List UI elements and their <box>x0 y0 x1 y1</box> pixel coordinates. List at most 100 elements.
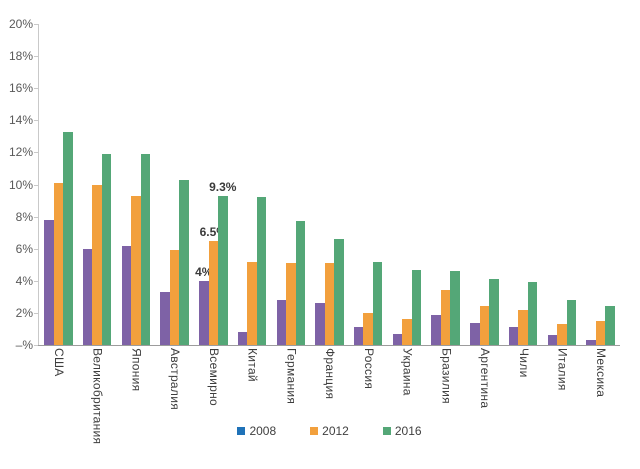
bar-2012[interactable] <box>595 320 606 345</box>
y-tick-mark <box>34 312 38 314</box>
y-tick-label: 2% <box>15 305 33 320</box>
y-tick-label: 12% <box>8 145 33 160</box>
legend-label: 2016 <box>394 424 422 438</box>
y-tick-label: 6% <box>15 241 33 256</box>
x-label-cell: Франция <box>310 348 349 444</box>
bar-2008[interactable] <box>353 327 364 345</box>
x-axis-label: Аргентина <box>478 348 493 409</box>
bar-2008[interactable] <box>82 248 93 345</box>
legend: 2008 2012 2016 <box>39 424 620 438</box>
bar-2012[interactable] <box>402 319 412 345</box>
x-label-cell: Бразилия <box>426 348 465 444</box>
x-axis-label: Италия <box>555 348 570 391</box>
y-tick-label: 8% <box>15 209 33 224</box>
bar-2012[interactable] <box>247 261 257 345</box>
bar-group: 4% 6.5% 9.3% <box>194 24 236 345</box>
y-axis-line <box>38 24 39 345</box>
legend-label: 2008 <box>249 424 277 438</box>
bar-2008[interactable] <box>315 303 325 345</box>
x-axis-category-labels: США Великобритания Япония Австралия Всемирно… <box>39 348 620 444</box>
bar-2008[interactable] <box>508 327 519 345</box>
x-label-cell: Чили <box>504 348 543 444</box>
plot-area: 4% 6.5% 9.3% <box>39 24 620 345</box>
bar-2008[interactable] <box>586 340 596 345</box>
bar-2008[interactable] <box>392 333 403 345</box>
legend-label: 2012 <box>322 424 349 438</box>
bar-2008[interactable] <box>237 332 248 345</box>
y-tick-mark <box>34 88 38 90</box>
bar-2016[interactable] <box>140 154 151 345</box>
bar-2016[interactable] <box>295 221 306 345</box>
bar-2016[interactable] <box>450 271 460 345</box>
bar-2008[interactable] <box>44 219 54 345</box>
legend-item-2008[interactable]: 2008 <box>237 424 276 438</box>
bar-2016[interactable] <box>63 131 73 345</box>
x-axis-label: Мексика <box>594 348 609 398</box>
bar-2012[interactable] <box>557 324 567 345</box>
bar-2016[interactable] <box>179 179 189 345</box>
legend-item-2012[interactable]: 2012 <box>310 424 349 438</box>
bar-2008[interactable] <box>121 245 132 345</box>
bar-2008[interactable]: 4% <box>195 265 212 345</box>
bar-2016[interactable] <box>566 300 577 345</box>
y-tick-label: 4% <box>15 273 33 288</box>
y-tick-mark <box>34 24 38 25</box>
x-label-cell: Украина <box>388 348 427 444</box>
x-axis-label: Германия <box>284 348 299 405</box>
x-axis-label: Россия <box>361 348 376 390</box>
bar-2016[interactable] <box>334 239 344 345</box>
bar-2016[interactable] <box>101 154 112 345</box>
bar-2016[interactable]: 9.3% <box>209 180 236 345</box>
legend-swatch-icon <box>382 427 391 435</box>
x-axis-label: Бразилия <box>439 348 454 404</box>
bar-2016[interactable] <box>527 282 538 345</box>
bar-2012[interactable] <box>363 312 373 345</box>
bar-2012[interactable] <box>479 306 490 345</box>
bar-group <box>310 24 349 345</box>
bar-group <box>39 24 78 345</box>
bar-2016[interactable] <box>256 197 267 345</box>
bar-2012[interactable] <box>440 290 451 345</box>
bar-2008[interactable] <box>276 300 287 345</box>
y-tick-label: –% <box>15 338 33 352</box>
y-tick-mark <box>34 152 38 154</box>
x-axis-label: Австралия <box>168 348 183 410</box>
x-label-cell: Австралия <box>155 348 194 444</box>
x-axis-label: Чили <box>516 348 531 378</box>
bar-2008[interactable] <box>431 314 441 345</box>
bar-2012[interactable] <box>92 184 102 345</box>
legend-swatch-icon <box>237 427 246 435</box>
y-tick-mark <box>34 184 38 186</box>
bar-2012[interactable] <box>518 309 528 345</box>
bar-2016[interactable] <box>489 279 499 345</box>
x-label-cell: Россия <box>349 348 388 444</box>
bar-2012[interactable] <box>169 250 180 345</box>
bar-group <box>543 24 582 345</box>
bar-group <box>465 24 504 345</box>
y-axis-tick-labels: 20% 18% 16% 14% 12% 10% 8% 6% 4% 2% –% <box>0 17 33 352</box>
bar-group <box>426 24 465 345</box>
y-tick-mark <box>34 345 38 346</box>
x-axis-label: Франция <box>323 348 338 400</box>
bar-2012[interactable] <box>53 182 64 345</box>
bar-2012[interactable] <box>324 263 335 345</box>
bar-2008[interactable] <box>470 322 480 345</box>
bar-2016[interactable] <box>411 269 422 345</box>
bar-group <box>581 24 620 345</box>
legend-swatch-icon <box>310 427 319 435</box>
y-tick-mark <box>34 216 38 218</box>
legend-item-2016[interactable]: 2016 <box>382 424 422 438</box>
bar-group <box>155 24 194 345</box>
bar-2012[interactable] <box>131 195 141 345</box>
bar-2016[interactable] <box>605 306 615 345</box>
bar-group <box>233 24 272 345</box>
bar-2012[interactable]: 6.5% <box>200 225 227 345</box>
bar-group <box>116 24 155 345</box>
bar-2016[interactable] <box>372 261 383 345</box>
bar-2008[interactable] <box>160 292 170 345</box>
bar-2008[interactable] <box>547 335 558 345</box>
bar-group <box>388 24 427 345</box>
x-axis-label: Всемирно <box>206 348 221 407</box>
y-tick-mark <box>34 120 38 122</box>
bar-2012[interactable] <box>286 263 296 345</box>
